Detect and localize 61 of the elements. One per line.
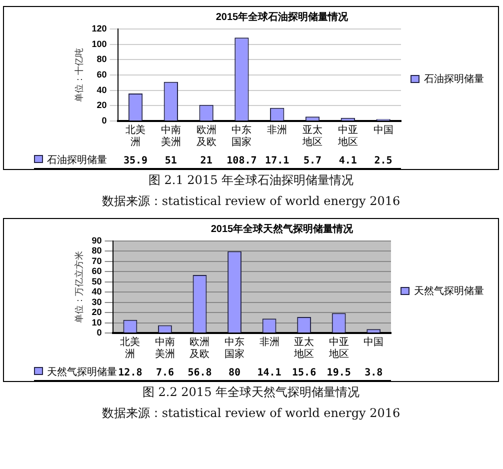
x-tick-label: 中国 [373,124,394,136]
text: 天然气探明储量 [47,367,117,378]
data-label: 14.1 [257,368,282,379]
y-tick-label: 50 [92,276,102,286]
y-tick-label: 100 [92,38,107,49]
data-label: 19.5 [326,368,351,379]
data-label: 15.6 [292,368,316,379]
x-tick-label: 亚太地区 [293,336,314,360]
y-tick-label: 40 [92,286,102,297]
y-axis-title: 单位：万亿立方米 [74,251,84,323]
x-tick-label: 非洲 [267,124,288,136]
x-tick-label: 欧洲及欧 [196,124,216,148]
y-tick-label: 80 [92,246,102,256]
caption: 图 2.1 2015 年全球石油探明储量情况 [147,172,355,189]
data-label: 80 [228,368,241,379]
source-note: 数据来源：statistical review of world energy 2016 [100,193,402,210]
y-tick-label: 80 [96,54,107,64]
x-tick-label: 北美洲 [120,336,140,360]
chart-title: 2015年全球天然气探明储量情况 [210,222,354,235]
data-label: 51 [164,156,177,167]
x-tick-label: 北美洲 [126,124,146,148]
y-tick-label: 0 [96,327,102,338]
x-tick-label: 中南美洲 [154,336,175,360]
x-tick-label: 欧洲及欧 [190,336,210,360]
x-tick-label: 中国 [364,336,384,348]
x-tick-label: 中亚地区 [336,124,358,148]
legend-label: 石油探明储量 [424,72,484,85]
y-tick-label: 10 [92,317,102,328]
data-label: 21 [200,156,212,167]
y-tick-label: 20 [92,307,102,318]
text: 石油探明储量 [47,155,107,166]
chart-title: 2015年全球石油探明储量情况 [216,10,350,23]
x-tick-label: 中南美洲 [160,124,181,148]
data-label: 108.7 [226,156,257,167]
y-tick-label: 0 [102,115,107,126]
x-tick-label: 中东国家 [232,124,252,148]
y-tick-label: 30 [92,296,102,307]
data-label: 35.9 [123,156,148,167]
y-tick-label: 60 [96,69,107,80]
y-tick-label: 70 [92,256,102,266]
data-label: 7.6 [156,368,174,379]
data-label: 3.8 [364,368,383,379]
x-tick-label: 亚太地区 [302,124,323,148]
y-tick-label: 20 [96,100,107,110]
data-label: 4.1 [338,156,357,167]
caption: 图 2.2 2015 年全球天然气探明储量情况 [141,384,361,401]
data-label: 56.8 [188,368,212,379]
data-label: 5.7 [303,156,322,167]
y-axis-title: 单位：十亿吨 [74,48,84,102]
y-tick-label: 120 [92,23,107,34]
x-tick-label: 非洲 [259,336,280,348]
legend-label: 天然气探明储量 [414,284,484,297]
y-tick-label: 90 [92,235,102,246]
x-tick-label: 中东国家 [224,336,245,360]
y-tick-label: 60 [92,266,102,276]
source-note: 数据来源：statistical review of world energy 2016 [100,405,402,422]
y-tick-label: 40 [96,84,107,95]
data-label: 2.5 [374,156,392,167]
x-tick-label: 中亚地区 [328,336,349,360]
data-label: 17.1 [265,156,290,167]
data-label: 12.8 [118,368,142,379]
